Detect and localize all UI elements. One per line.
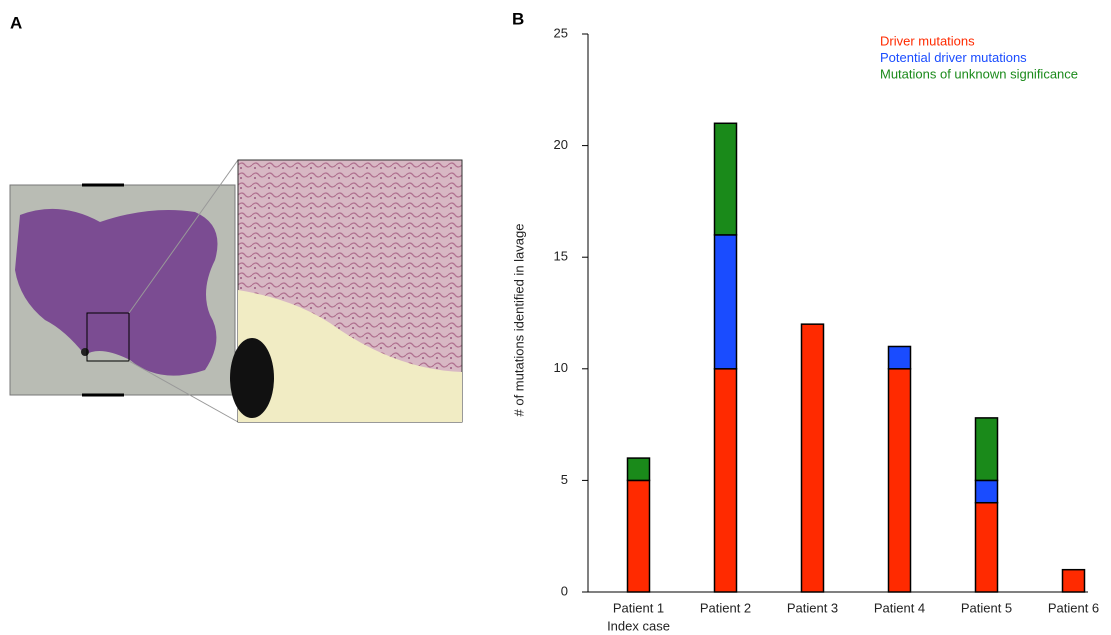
panel-label: A [10,13,22,32]
y-tick-label: 15 [554,249,568,264]
bar-segment [976,418,998,480]
y-tick-label: 25 [554,25,568,40]
x-tick-label: Patient 3 [787,600,838,615]
bar-segment [628,458,650,480]
legend-entry: Potential driver mutations [880,50,1027,65]
bar-segment [976,503,998,592]
y-tick-label: 0 [561,583,568,598]
panel-label: B [512,9,524,28]
bar-segment [802,324,824,592]
y-tick-label: 5 [561,472,568,487]
legend-entry: Driver mutations [880,33,975,48]
bar-segment [715,235,737,369]
histology-image [10,160,462,422]
legend-entry: Mutations of unknown significance [880,66,1078,81]
bar-segment [1063,570,1085,592]
x-tick-label: Patient 6 [1048,600,1099,615]
bar-segment [889,369,911,592]
y-tick-label: 10 [554,360,568,375]
x-tick-label: Patient 1 [613,600,664,615]
bar-segment [976,480,998,502]
bar-segment [628,480,650,592]
figure: A B # of mutations identified in lavage … [0,0,1111,635]
y-axis-label: # of mutations identified in lavage [511,224,526,417]
bar-segment [715,123,737,235]
bar-segment [889,346,911,368]
x-tick-sublabel: Index case [607,618,670,633]
y-tick-label: 20 [554,137,568,152]
bar-segment [715,369,737,592]
x-tick-label: Patient 2 [700,600,751,615]
x-tick-label: Patient 5 [961,600,1012,615]
x-tick-label: Patient 4 [874,600,925,615]
